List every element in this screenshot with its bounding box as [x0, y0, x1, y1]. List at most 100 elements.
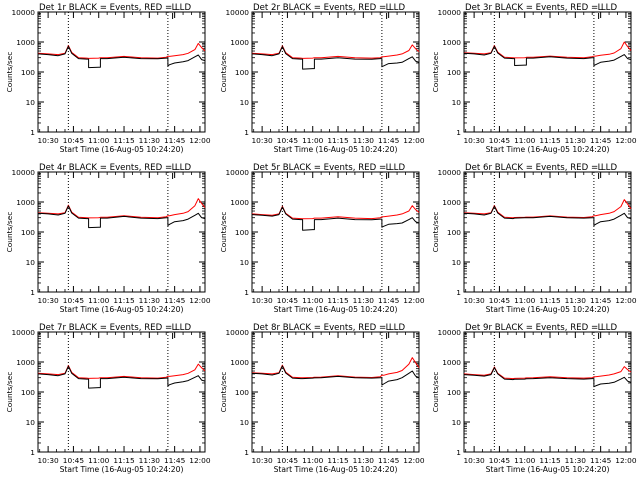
x-tick-label: 12:00 — [615, 296, 637, 305]
y-tick-label: 10 — [240, 258, 250, 267]
x-tick-label: 11:45 — [164, 136, 186, 145]
x-tick-label: 10:30 — [251, 296, 273, 305]
chart-title: Det 6r BLACK = Events, RED = LLD — [465, 163, 617, 173]
x-tick-label: 11:30 — [139, 136, 161, 145]
plot-frame — [251, 11, 420, 133]
y-tick-label: 1 — [456, 288, 461, 297]
x-tick-label: 10:45 — [277, 136, 299, 145]
x-axis-label: Start Time (16-Aug-05 10:24:20) — [60, 305, 184, 314]
y-tick-label: 1 — [30, 288, 35, 297]
y-tick-label: 1 — [456, 448, 461, 457]
lld-series-line — [37, 42, 206, 59]
y-tick-label: 10 — [240, 418, 250, 427]
y-tick-label: 1000 — [230, 358, 249, 367]
x-tick-label: 11:15 — [113, 456, 135, 465]
y-tick-label: 10000 — [11, 168, 35, 177]
events-series-line — [463, 45, 632, 66]
x-axis-label: Start Time (16-Aug-05 10:24:20) — [486, 305, 610, 314]
lld-series-line — [37, 363, 206, 379]
y-tick-label: 100 — [21, 228, 35, 237]
y-tick-label: 1 — [244, 448, 249, 457]
y-tick-label: 100 — [447, 228, 461, 237]
x-tick-label: 11:00 — [88, 136, 110, 145]
plot-frame — [463, 171, 632, 293]
annotation-label: L — [386, 163, 391, 173]
y-tick-label: 1000 — [16, 38, 35, 47]
y-tick-label: 10 — [26, 418, 36, 427]
y-tick-label: 10 — [26, 258, 36, 267]
y-tick-label: 10 — [452, 418, 462, 427]
x-axis-label: Start Time (16-Aug-05 10:24:20) — [60, 465, 184, 474]
y-tick-label: 1 — [456, 128, 461, 137]
x-tick-label: 11:45 — [378, 296, 400, 305]
x-tick-label: 12:00 — [403, 136, 425, 145]
y-tick-label: 100 — [235, 68, 249, 77]
y-axis-label: Counts/sec — [431, 52, 440, 93]
y-tick-label: 1000 — [16, 358, 35, 367]
x-tick-label: 12:00 — [403, 296, 425, 305]
y-tick-label: 1000 — [442, 198, 461, 207]
x-tick-label: 11:45 — [378, 456, 400, 465]
annotation-label: L — [172, 3, 177, 13]
lld-series-line — [251, 357, 420, 379]
x-tick-label: 10:30 — [37, 456, 59, 465]
x-tick-label: 10:30 — [37, 136, 59, 145]
x-tick-label: 10:30 — [463, 136, 485, 145]
events-series-line — [37, 365, 206, 389]
y-axis-label: Counts/sec — [219, 212, 228, 253]
lld-series-line — [251, 44, 420, 59]
x-tick-label: 12:00 — [403, 456, 425, 465]
events-series-line — [37, 45, 206, 69]
lld-series-line — [463, 366, 632, 380]
plot-frame — [37, 11, 206, 133]
x-tick-label: 11:15 — [327, 136, 349, 145]
y-tick-label: 1 — [244, 128, 249, 137]
y-tick-label: 10000 — [225, 168, 249, 177]
plot-frame — [463, 11, 632, 133]
x-tick-label: 11:15 — [539, 136, 561, 145]
y-tick-label: 100 — [235, 388, 249, 397]
events-series-line — [251, 365, 420, 386]
y-tick-label: 10000 — [437, 8, 461, 17]
y-tick-label: 1 — [244, 288, 249, 297]
events-series-line — [463, 205, 632, 226]
x-axis-label: Start Time (16-Aug-05 10:24:20) — [60, 145, 184, 154]
annotation-label: L — [598, 163, 603, 173]
plot-frame — [37, 331, 206, 453]
x-tick-label: 11:30 — [139, 456, 161, 465]
x-tick-label: 11:15 — [539, 296, 561, 305]
x-axis-label: Start Time (16-Aug-05 10:24:20) — [486, 465, 610, 474]
x-tick-label: 10:30 — [37, 296, 59, 305]
x-tick-label: 12:00 — [189, 296, 211, 305]
chart-title: Det 1r BLACK = Events, RED = LLD — [39, 3, 191, 13]
x-tick-label: 11:15 — [327, 296, 349, 305]
annotation-label: L — [598, 323, 603, 333]
y-axis-label: Counts/sec — [5, 372, 14, 413]
x-tick-label: 11:15 — [113, 296, 135, 305]
y-tick-label: 1 — [30, 448, 35, 457]
x-tick-label: 10:45 — [277, 456, 299, 465]
events-series-line — [37, 205, 206, 229]
x-tick-label: 10:45 — [63, 296, 85, 305]
x-tick-label: 10:45 — [277, 296, 299, 305]
x-tick-label: 10:30 — [251, 456, 273, 465]
x-tick-label: 11:45 — [590, 456, 612, 465]
x-tick-label: 11:00 — [514, 456, 536, 465]
annotation-label: L — [172, 163, 177, 173]
x-tick-label: 11:30 — [565, 456, 587, 465]
y-tick-label: 10000 — [437, 168, 461, 177]
events-series-line — [251, 46, 420, 70]
lld-series-line — [463, 41, 632, 59]
y-tick-label: 10 — [452, 258, 462, 267]
x-tick-label: 12:00 — [615, 456, 637, 465]
chart-title: Det 8r BLACK = Events, RED = LLD — [253, 323, 405, 333]
x-tick-label: 10:45 — [489, 136, 511, 145]
x-axis-label: Start Time (16-Aug-05 10:24:20) — [486, 145, 610, 154]
